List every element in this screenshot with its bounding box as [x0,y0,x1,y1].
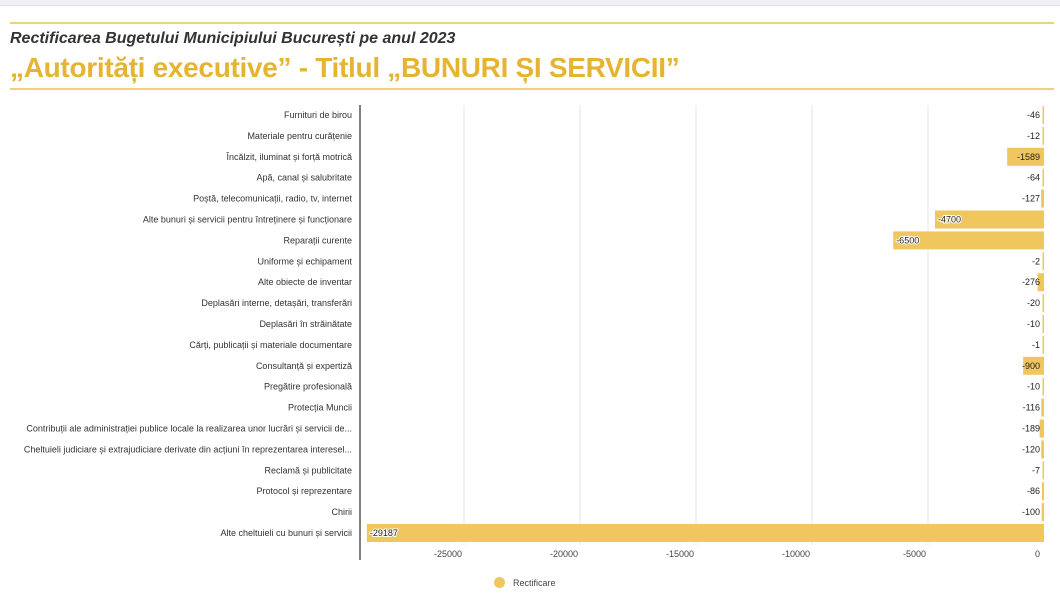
bar [1041,398,1044,417]
bar [1042,335,1044,354]
data-label: -10 [1027,382,1040,392]
bar [1023,356,1044,375]
category-label: Protocol și reprezentare [256,486,352,496]
data-label: -86 [1027,486,1040,496]
category-label: Cheltuieli judiciare și extrajudiciare d… [24,444,352,454]
data-label: -127 [1022,194,1040,204]
x-tick-label: -5000 [903,549,926,559]
x-tick-label: -10000 [782,549,810,559]
bar [1042,461,1044,480]
bar [1042,294,1044,313]
category-label: Cărți, publicații și materiale documenta… [189,340,352,350]
x-tick-label: -20000 [550,549,578,559]
data-label: -116 [1023,403,1040,413]
category-label: Poștă, telecomunicații, radio, tv, inter… [193,194,352,204]
category-label: Încălzit, iluminat și forță motrică [225,152,352,162]
bar [366,524,1045,542]
bar [1037,273,1044,292]
bar [1042,315,1044,333]
data-label: -900 [1022,361,1040,371]
legend[interactable]: Rectificare [494,577,556,588]
bar [1042,377,1044,396]
data-label: -7 [1032,465,1040,475]
data-label: -276 [1022,277,1040,287]
data-label: -29187 [370,528,398,538]
browser-bar [0,0,1060,6]
category-label: Materiale pentru curățenie [247,131,352,141]
category-label: Alte bunuri și servicii pentru întreține… [143,215,352,225]
data-label: -120 [1022,444,1040,454]
data-label: -1589 [1017,152,1040,162]
bar [1041,189,1044,208]
data-label: -46 [1027,110,1040,120]
category-label: Reclamă și publicitate [264,465,352,475]
category-label: Chirii [331,507,352,517]
x-tick-label: -15000 [666,549,694,559]
category-label: Pregătire profesională [264,382,352,392]
legend-swatch [494,577,505,588]
bar [934,210,1044,229]
data-label: -6500 [896,235,919,245]
bar [1042,482,1044,501]
category-label: Alte cheltuieli cu bunuri și servicii [220,528,352,538]
category-label: Deplasări interne, detașări, transferări [201,298,352,308]
data-label: -12 [1027,131,1040,141]
bar [893,231,1044,250]
category-label: Consultanță și expertiză [256,361,352,371]
data-label: -4700 [938,215,961,225]
category-label: Protecția Muncii [288,403,352,413]
category-label: Uniforme și echipament [257,256,352,266]
data-label: -189 [1022,424,1040,434]
bar [1041,503,1044,522]
category-label: Contribuții ale administrației publice l… [26,424,352,434]
x-tick-label: 0 [1035,549,1040,559]
title-rule [10,88,1054,90]
top-rule [10,22,1054,24]
data-label: -2 [1032,256,1040,266]
category-label: Alte obiecte de inventar [258,277,352,287]
data-label: -20 [1027,298,1040,308]
legend-label: Rectificare [513,577,556,588]
category-label: Reparații curente [283,235,352,245]
bar [1042,106,1044,124]
data-label: -1 [1032,340,1040,350]
data-label: -64 [1027,173,1040,183]
category-label: Apă, canal și salubritate [256,173,352,183]
bar [1007,147,1044,166]
category-label: Deplasări în străinătate [259,319,352,329]
data-label: -100 [1022,507,1040,517]
bar [1042,126,1044,145]
bar [1042,168,1044,187]
data-label: -10 [1027,319,1040,329]
category-label: Furnituri de birou [284,110,352,120]
chart-title: „Autorități executive” - Titlul „BUNURI … [10,52,680,83]
bar [1041,440,1044,459]
chart-subtitle: Rectificarea Bugetului Municipiului Bucu… [10,30,456,47]
bar [1042,252,1044,271]
bar [1039,419,1044,438]
x-tick-label: -25000 [434,549,462,559]
